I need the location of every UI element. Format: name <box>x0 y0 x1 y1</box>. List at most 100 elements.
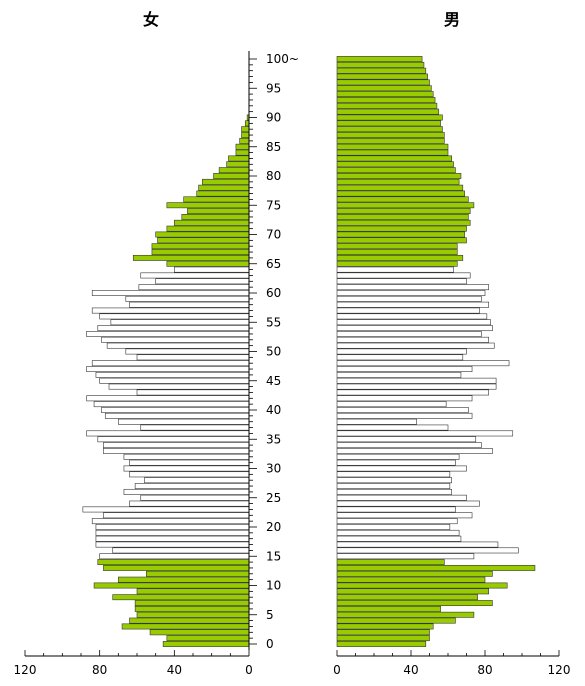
male-bar-age-37 <box>336 424 449 431</box>
male-bar-age-34 <box>336 442 482 449</box>
female-bar-age-79 <box>202 178 250 185</box>
female-bar-age-58 <box>129 301 250 308</box>
age-label-65: 65 <box>266 257 281 271</box>
male-bar-age-81 <box>336 167 456 174</box>
female-bar-age-48 <box>91 360 250 367</box>
male-bar-age-39 <box>336 412 473 419</box>
male-bar-age-50 <box>336 348 467 355</box>
age-label-5: 5 <box>266 608 274 622</box>
female-bars <box>82 114 250 647</box>
male-bar-age-68 <box>336 243 458 250</box>
male-bar-age-79 <box>336 178 460 185</box>
male-bar-age-25 <box>336 494 467 501</box>
male-bar-age-59 <box>336 295 482 302</box>
female-bar-age-5 <box>136 611 250 618</box>
male-bar-age-60 <box>336 290 486 296</box>
male-bar-age-0 <box>336 641 427 647</box>
male-bar-age-15 <box>336 553 475 560</box>
male-bar-age-49 <box>336 354 464 361</box>
male-bar-age-48 <box>336 360 510 367</box>
female-bar-age-52 <box>101 336 250 343</box>
male-bar-age-65 <box>336 260 458 267</box>
male-bar-age-13 <box>336 565 536 571</box>
female-bar-age-57 <box>91 307 250 314</box>
female-bar-age-35 <box>97 436 250 443</box>
female-title: 女 <box>143 10 159 29</box>
female-bar-age-78 <box>198 184 250 191</box>
female-bar-age-37 <box>140 424 250 431</box>
male-bar-age-1 <box>336 635 430 642</box>
male-bar-age-20 <box>336 524 451 530</box>
female-bar-age-42 <box>86 395 250 402</box>
female-bar-age-66 <box>132 254 250 261</box>
female-bar-age-60 <box>91 290 250 296</box>
male-tick-label-120: 120 <box>548 663 571 677</box>
male-bar-age-77 <box>336 190 465 197</box>
female-bar-age-28 <box>144 477 250 484</box>
male-bar-age-53 <box>336 331 482 337</box>
female-bar-age-10 <box>93 582 250 589</box>
female-bar-age-17 <box>95 541 250 548</box>
age-label-40: 40 <box>266 403 281 417</box>
male-bar-age-21 <box>336 518 458 525</box>
female-bar-age-24 <box>129 500 250 507</box>
female-bar-age-62 <box>155 278 250 285</box>
age-label-30: 30 <box>266 462 281 476</box>
female-bar-age-84 <box>235 149 250 156</box>
age-label-95: 95 <box>266 81 281 95</box>
male-bar-age-43 <box>336 389 489 396</box>
female-bar-age-40 <box>101 407 250 413</box>
male-bar-age-54 <box>336 325 493 332</box>
male-tick-label-40: 40 <box>403 663 418 677</box>
female-bar-age-34 <box>103 442 250 449</box>
female-bar-age-23 <box>82 506 250 513</box>
age-label-85: 85 <box>266 140 281 154</box>
female-bar-age-70 <box>155 231 250 238</box>
male-bar-age-3 <box>336 623 434 630</box>
female-bar-age-3 <box>121 623 250 630</box>
male-bar-age-91 <box>336 108 440 115</box>
female-bar-age-87 <box>241 132 250 138</box>
female-bar-age-54 <box>97 325 250 332</box>
female-bar-age-51 <box>106 342 250 349</box>
male-bar-age-66 <box>336 254 464 261</box>
male-bar-age-46 <box>336 371 462 378</box>
male-bar-age-99 <box>336 61 425 68</box>
male-bar-age-33 <box>336 448 493 454</box>
age-label-45: 45 <box>266 374 281 388</box>
female-bar-age-65 <box>166 260 250 267</box>
age-label-75: 75 <box>266 198 281 212</box>
female-bar-age-55 <box>110 319 250 326</box>
male-bar-age-86 <box>336 137 445 144</box>
male-bar-age-97 <box>336 73 428 80</box>
male-bar-age-4 <box>336 617 456 624</box>
male-bar-age-82 <box>336 161 454 168</box>
female-bar-age-75 <box>166 202 250 209</box>
age-label-90: 90 <box>266 111 281 125</box>
male-bar-age-44 <box>336 383 497 390</box>
male-bar-age-71 <box>336 225 467 232</box>
female-bar-age-43 <box>136 389 250 396</box>
male-bar-age-27 <box>336 483 451 489</box>
female-bar-age-53 <box>86 331 250 337</box>
male-bar-age-63 <box>336 272 471 279</box>
male-bar-age-78 <box>336 184 464 191</box>
male-bar-age-45 <box>336 377 497 384</box>
female-bar-age-6 <box>134 605 250 612</box>
male-bar-age-98 <box>336 67 427 74</box>
male-bar-age-88 <box>336 126 443 133</box>
male-bars <box>336 56 536 647</box>
male-bar-age-69 <box>336 237 467 244</box>
age-axis: 0 5 10 15 20 25 30 35 40 45 50 55 60 65 70 75 80 85 90 95 10… <box>248 51 299 651</box>
age-label-50: 50 <box>266 345 281 359</box>
male-bar-age-42 <box>336 395 473 402</box>
female-bar-age-45 <box>99 377 250 384</box>
male-bar-age-72 <box>336 219 471 226</box>
age-label-60: 60 <box>266 286 281 300</box>
female-bar-age-74 <box>187 208 250 215</box>
female-bar-age-41 <box>93 401 250 408</box>
male-x-axis: 0 40 80 120 <box>333 650 570 677</box>
female-bar-age-68 <box>151 243 250 250</box>
female-bar-age-14 <box>97 559 250 566</box>
